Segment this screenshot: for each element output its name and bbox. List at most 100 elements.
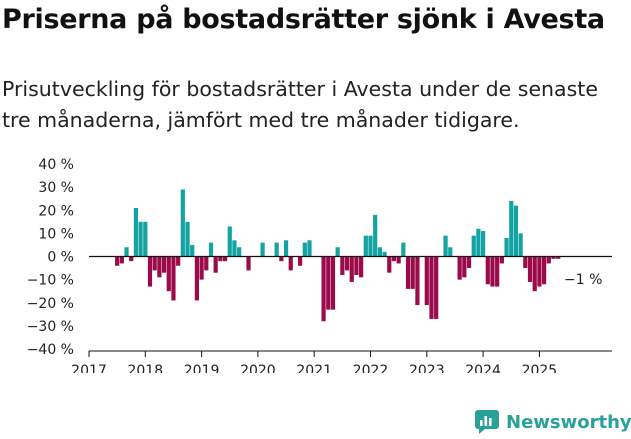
bar: [166, 256, 171, 292]
bar: [222, 256, 228, 262]
bar: [546, 256, 551, 264]
bar: [232, 240, 237, 257]
bar: [485, 256, 490, 285]
bar: [194, 256, 200, 301]
bar: [147, 256, 153, 287]
bar: [344, 256, 350, 271]
bar: [551, 256, 556, 259]
bar: [218, 256, 223, 262]
x-tick-label: 2024: [465, 363, 501, 373]
bar: [429, 256, 434, 319]
bar: [415, 256, 420, 306]
bar: [326, 256, 331, 310]
bar: [349, 256, 354, 282]
x-tick-label: 2019: [184, 363, 220, 373]
brand-name: Newsworthy: [506, 411, 631, 433]
y-tick-label: 30 %: [38, 180, 74, 196]
bar: [410, 256, 415, 289]
y-tick-label: −20 %: [27, 296, 74, 312]
chart-title: Priserna på bostadsrätter sjönk i Avesta: [2, 4, 605, 35]
bar: [298, 256, 303, 266]
bar: [161, 256, 167, 273]
x-tick-label: 2020: [240, 363, 276, 373]
bar: [143, 221, 148, 257]
x-tick-label: 2018: [127, 363, 163, 373]
bar: [373, 214, 378, 257]
bar: [462, 256, 467, 278]
x-tick-label: 2021: [296, 363, 332, 373]
bar: [354, 256, 359, 275]
bar: [495, 256, 500, 287]
bar: [152, 256, 157, 271]
bar: [391, 256, 397, 262]
bar: [330, 256, 336, 310]
bar: [335, 247, 340, 257]
y-tick-label: −30 %: [27, 319, 74, 335]
bar: [481, 231, 486, 257]
bar: [274, 242, 279, 257]
x-tick-label: 2022: [353, 363, 389, 373]
bar: [279, 256, 284, 262]
bar-chart: 40 % 30 % 20 % 10 % 0 % −10 % −20 % −30 % −40 % 2…: [27, 157, 612, 373]
bar: [307, 240, 312, 257]
bar: [208, 242, 214, 257]
bar: [405, 256, 411, 289]
y-tick-label: 0 %: [47, 250, 74, 266]
bar: [368, 235, 373, 257]
bar: [527, 256, 533, 282]
bar: [443, 235, 448, 257]
bar: [466, 256, 472, 269]
bar: [448, 247, 453, 257]
latest-value-annotation: −1 %: [564, 272, 602, 288]
bar: [288, 256, 293, 271]
bar: [180, 189, 185, 257]
y-tick-label: 20 %: [38, 203, 74, 219]
bar: [401, 242, 406, 257]
bar: [204, 256, 209, 271]
bar: [190, 244, 195, 257]
bar: [171, 256, 176, 301]
bar: [199, 256, 204, 280]
newsworthy-logo: Newsworthy: [475, 406, 631, 438]
bar: [260, 242, 265, 257]
bar: [523, 256, 528, 269]
bar: [490, 256, 495, 287]
bar: [237, 247, 242, 257]
bar: [283, 240, 289, 257]
bar: [138, 221, 143, 257]
bar: [227, 226, 232, 257]
newsworthy-logo-icon: [475, 410, 499, 434]
bar: [359, 256, 364, 278]
bar: [213, 256, 218, 273]
bar: [396, 256, 401, 264]
x-tick-label: 2017: [71, 363, 107, 373]
bar: [157, 256, 162, 278]
bar: [518, 233, 523, 257]
bar: [321, 256, 326, 322]
bar: [504, 238, 509, 257]
bar: [509, 201, 514, 257]
bar: [302, 242, 307, 257]
bar: [499, 256, 504, 264]
bar: [119, 256, 124, 264]
y-tick-label: 40 %: [38, 157, 74, 173]
bar: [537, 256, 542, 287]
bar: [532, 256, 537, 292]
y-tick-label: 10 %: [38, 226, 74, 242]
bar: [115, 256, 120, 266]
bar: [176, 256, 181, 266]
bar: [434, 256, 439, 319]
bar: [185, 221, 190, 257]
bar: [541, 256, 547, 285]
x-tick-label: 2023: [409, 363, 445, 373]
bar: [424, 256, 429, 306]
bar: [471, 235, 476, 257]
y-tick-label: −40 %: [27, 342, 74, 358]
bar: [363, 235, 368, 257]
bar: [387, 256, 392, 273]
bar: [556, 256, 561, 259]
bar: [377, 247, 382, 257]
chart-subtitle: Prisutveckling för bostadsrätter i Avest…: [2, 77, 598, 132]
bar: [382, 251, 387, 257]
bar: [513, 205, 519, 257]
